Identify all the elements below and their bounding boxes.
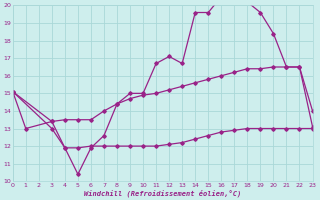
X-axis label: Windchill (Refroidissement éolien,°C): Windchill (Refroidissement éolien,°C): [84, 189, 241, 197]
